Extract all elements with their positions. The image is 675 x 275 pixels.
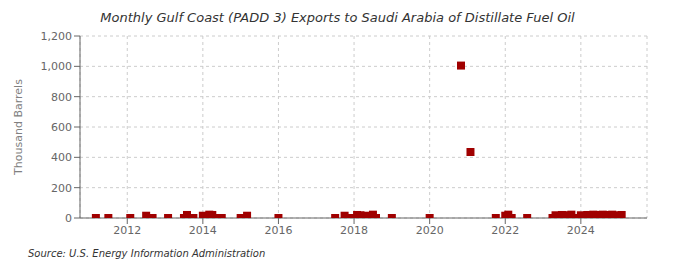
- svg-text:Thousand Barrels: Thousand Barrels: [12, 79, 25, 176]
- svg-text:2018: 2018: [340, 224, 368, 237]
- svg-text:2020: 2020: [416, 224, 444, 237]
- svg-text:2014: 2014: [189, 224, 217, 237]
- svg-text:800: 800: [51, 91, 72, 104]
- svg-text:200: 200: [51, 182, 72, 195]
- html-text:Monthly Gulf Coast (PADD 3) Ex: Monthly Gulf Coast (PADD 3) Exports to S…: [100, 10, 575, 25]
- svg-text:2016: 2016: [264, 224, 292, 237]
- svg-text:1,200: 1,200: [41, 30, 73, 43]
- svg-text:2022: 2022: [491, 224, 519, 237]
- svg-text:2012: 2012: [113, 224, 141, 237]
- svg-text:0: 0: [65, 212, 72, 225]
- svg-text:400: 400: [51, 151, 72, 164]
- svg-text:600: 600: [51, 121, 72, 134]
- html-text:Source: U.S. Energy Informatio: Source: U.S. Energy Information Administ…: [28, 248, 266, 259]
- svg-text:2024: 2024: [567, 224, 595, 237]
- svg-text:1,000: 1,000: [41, 60, 73, 73]
